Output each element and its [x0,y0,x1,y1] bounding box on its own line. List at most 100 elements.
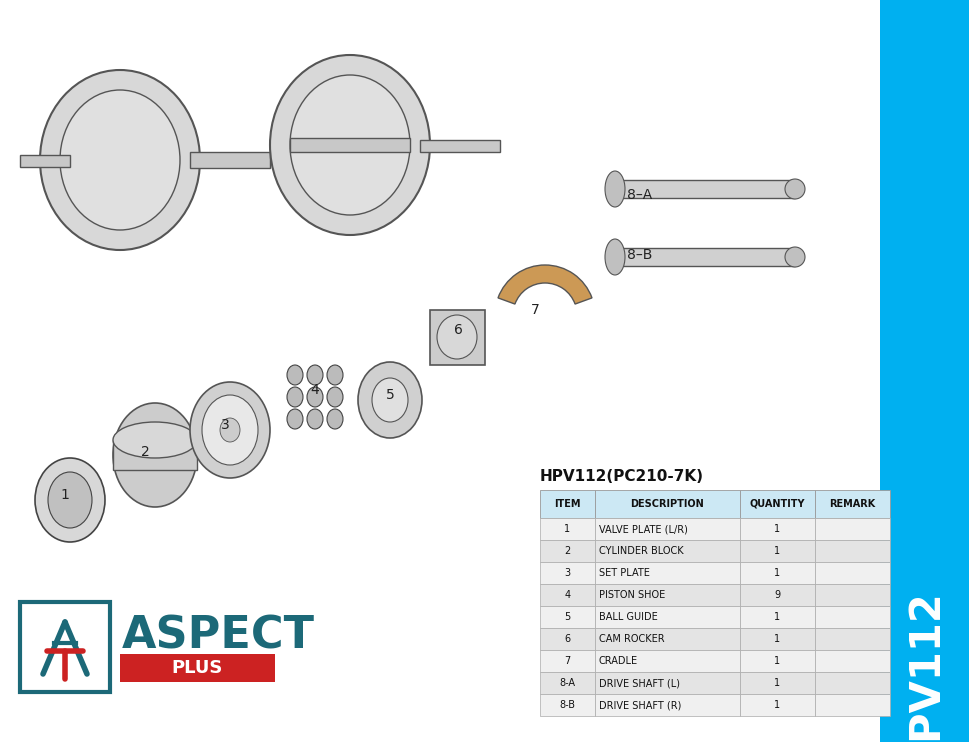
Text: 8–B: 8–B [627,248,652,262]
Text: 7: 7 [530,303,539,317]
Bar [290,138,410,152]
Text: 6: 6 [453,323,462,337]
Bar [594,490,739,518]
Bar [594,518,739,540]
Bar [739,540,814,562]
Bar [739,518,814,540]
Text: 1: 1 [773,524,780,534]
Bar [20,602,109,692]
Ellipse shape [287,387,302,407]
Ellipse shape [47,472,92,528]
Ellipse shape [327,387,343,407]
Text: REMARK: REMARK [828,499,875,509]
Bar [814,540,890,562]
Bar [540,490,594,518]
Ellipse shape [60,90,180,230]
Bar [739,694,814,716]
Bar [594,650,739,672]
Ellipse shape [190,382,269,478]
Text: 7: 7 [564,656,570,666]
Ellipse shape [306,387,323,407]
Bar [540,628,594,650]
Bar [814,518,890,540]
Text: 1: 1 [773,612,780,622]
Bar [739,672,814,694]
Bar [814,562,890,584]
Text: 1: 1 [773,634,780,644]
Bar [540,672,594,694]
Ellipse shape [287,409,302,429]
Ellipse shape [784,247,804,267]
Text: PLUS: PLUS [172,659,223,677]
Ellipse shape [269,55,429,235]
Text: 1: 1 [773,546,780,556]
Bar [879,0,969,742]
Ellipse shape [327,365,343,385]
Ellipse shape [327,409,343,429]
Bar [420,140,499,152]
Ellipse shape [784,179,804,199]
Text: 5: 5 [386,388,394,402]
Text: CAM ROCKER: CAM ROCKER [599,634,664,644]
Bar [814,672,890,694]
Text: 2: 2 [141,445,149,459]
Text: ITEM: ITEM [553,499,580,509]
Ellipse shape [306,409,323,429]
Text: CYLINDER BLOCK: CYLINDER BLOCK [599,546,683,556]
Text: 1: 1 [60,488,70,502]
Text: 1: 1 [773,656,780,666]
Bar [594,540,739,562]
Ellipse shape [290,75,410,215]
Bar [540,694,594,716]
Text: DESCRIPTION: DESCRIPTION [630,499,703,509]
Text: 9: 9 [773,590,780,600]
Ellipse shape [112,403,197,507]
Bar [594,672,739,694]
Text: HPV112: HPV112 [903,590,945,742]
Bar [540,518,594,540]
Bar [614,180,795,198]
Ellipse shape [358,362,422,438]
Bar [594,606,739,628]
Text: 6: 6 [564,634,570,644]
Bar [739,650,814,672]
Bar [540,540,594,562]
Bar [814,584,890,606]
Bar [429,310,484,365]
Bar [594,694,739,716]
Text: VALVE PLATE (L/R): VALVE PLATE (L/R) [599,524,687,534]
Ellipse shape [605,239,624,275]
Text: 4: 4 [564,590,570,600]
Text: SET PLATE: SET PLATE [599,568,649,578]
Bar [814,606,890,628]
Text: HPV112(PC210-7K): HPV112(PC210-7K) [540,469,703,484]
Text: 5: 5 [564,612,570,622]
Wedge shape [497,265,591,304]
Ellipse shape [40,70,200,250]
Ellipse shape [202,395,258,465]
Text: 8-A: 8-A [559,678,575,688]
Bar [540,606,594,628]
Ellipse shape [35,458,105,542]
Bar [594,584,739,606]
Bar [739,562,814,584]
Text: QUANTITY: QUANTITY [749,499,804,509]
Ellipse shape [287,365,302,385]
Bar [739,584,814,606]
Bar [594,628,739,650]
Ellipse shape [220,418,239,442]
Text: CRADLE: CRADLE [599,656,638,666]
Bar [614,248,795,266]
Text: BALL GUIDE: BALL GUIDE [599,612,657,622]
Text: 4: 4 [310,383,319,397]
Text: 3: 3 [220,418,229,432]
Text: 1: 1 [564,524,570,534]
Bar [112,440,197,470]
Bar [814,694,890,716]
Bar [594,562,739,584]
Bar [190,152,269,168]
Bar [120,654,275,682]
Bar [739,628,814,650]
Text: 8-B: 8-B [559,700,575,710]
Text: 1: 1 [773,700,780,710]
